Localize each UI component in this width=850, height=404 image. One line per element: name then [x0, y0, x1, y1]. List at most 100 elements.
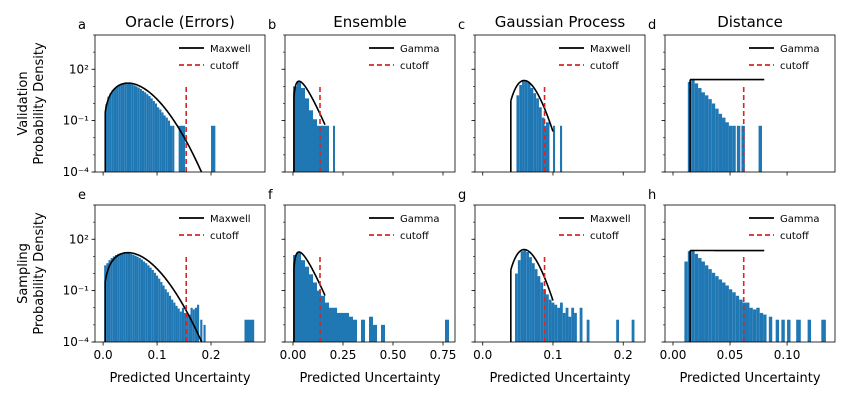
histogram-bar [165, 289, 167, 342]
y-axis-label-line1: Sampling [16, 243, 31, 304]
histogram-bar [518, 260, 521, 342]
histogram-bar [702, 262, 705, 342]
histogram-bar [139, 258, 141, 342]
histogram-bar [123, 83, 125, 172]
histogram-bar [522, 81, 525, 172]
histogram-bar [301, 88, 305, 172]
histogram-bar [760, 313, 763, 342]
histogram-bar [170, 126, 172, 172]
legend-fit-label: Maxwell [210, 44, 251, 55]
panel-letter: a [78, 18, 86, 33]
x-tick-label: 0.50 [380, 348, 407, 362]
histogram-bar [337, 313, 341, 342]
x-tick-label: 0.00 [280, 348, 307, 362]
histogram-bar [107, 97, 109, 172]
histogram-bar [155, 104, 157, 173]
histogram-bar [691, 251, 694, 342]
histogram-bar [152, 270, 154, 342]
histogram-bar [756, 308, 759, 342]
histogram-bar [719, 114, 722, 172]
x-tick-label: 0.25 [330, 348, 357, 362]
histogram-bar [169, 296, 171, 342]
legend-cutoff-label: cutoff [400, 61, 430, 72]
panel-title: Gaussian Process [495, 13, 626, 31]
histogram-bar [112, 90, 114, 172]
histogram-bar [143, 262, 145, 342]
histogram-bar [353, 320, 357, 342]
histogram-bar [571, 308, 574, 342]
histogram-bar [129, 84, 131, 172]
panel-letter: f [268, 188, 273, 203]
y-tick-label: 10⁻¹ [63, 284, 90, 298]
histogram-bar [178, 309, 180, 342]
plot-area [293, 252, 449, 342]
histogram-bar [563, 313, 566, 342]
histogram-bar [732, 292, 735, 342]
histogram-bar [325, 303, 329, 342]
histogram-bar [702, 92, 705, 172]
histogram-bar [796, 320, 801, 342]
histogram-bar [568, 317, 571, 342]
histogram-bar [309, 110, 313, 172]
histogram-bar [195, 308, 197, 342]
histogram-bar [741, 126, 744, 172]
histogram-bar [381, 325, 385, 342]
x-tick-label: 0.0 [94, 348, 113, 362]
histogram-bar [144, 92, 146, 172]
panel-letter: d [648, 18, 656, 33]
histogram-bar [305, 267, 309, 342]
histogram-bar [549, 300, 552, 342]
legend-cutoff-label: cutoff [210, 61, 240, 72]
histogram-bar [297, 252, 301, 342]
histogram-bar [160, 282, 162, 342]
legend-cutoff-label: cutoff [210, 231, 240, 242]
histogram-bar [737, 126, 740, 172]
x-axis-label: Predicted Uncertainty [679, 371, 820, 386]
histogram-bar [191, 308, 193, 342]
histogram-bar [712, 104, 715, 173]
histogram-bar [525, 81, 528, 172]
histogram-bar [203, 325, 205, 342]
histogram-bar [769, 317, 772, 342]
legend-fit-label: Maxwell [210, 214, 251, 225]
histogram-bar [329, 308, 333, 342]
legend: Maxwell cutoff [179, 214, 251, 242]
histogram-bar [729, 126, 732, 172]
plot-area [104, 253, 254, 364]
x-tick-label: 0.2 [201, 348, 220, 362]
histogram-bar [142, 91, 144, 172]
y-tick-label: 10⁻⁴ [63, 165, 90, 179]
histogram-bar [695, 254, 698, 342]
histogram-bar [557, 308, 560, 342]
legend-fit-label: Maxwell [590, 214, 631, 225]
histogram-bar [167, 292, 169, 342]
y-axis-label-line2: Probability Density [32, 42, 47, 165]
histogram-bar [532, 263, 535, 342]
histogram-bar [787, 320, 790, 342]
histogram-bar [684, 262, 687, 342]
histogram-bar [309, 274, 313, 342]
histogram-bar [128, 253, 130, 342]
x-axis-label: Predicted Uncertainty [489, 371, 630, 386]
histogram-bar [297, 81, 301, 172]
histogram-bar [566, 308, 569, 342]
histogram-bar [131, 84, 133, 172]
histogram-bar [722, 282, 725, 342]
histogram-bar [781, 320, 784, 342]
histogram-bar [616, 320, 619, 342]
panel-title: Distance [717, 13, 783, 31]
histogram-bar [125, 83, 127, 172]
histogram-bar [321, 296, 325, 342]
histogram-bar [560, 126, 562, 172]
histogram-bar [117, 254, 119, 342]
histogram-bar [162, 285, 164, 342]
histogram-bar [705, 95, 708, 172]
